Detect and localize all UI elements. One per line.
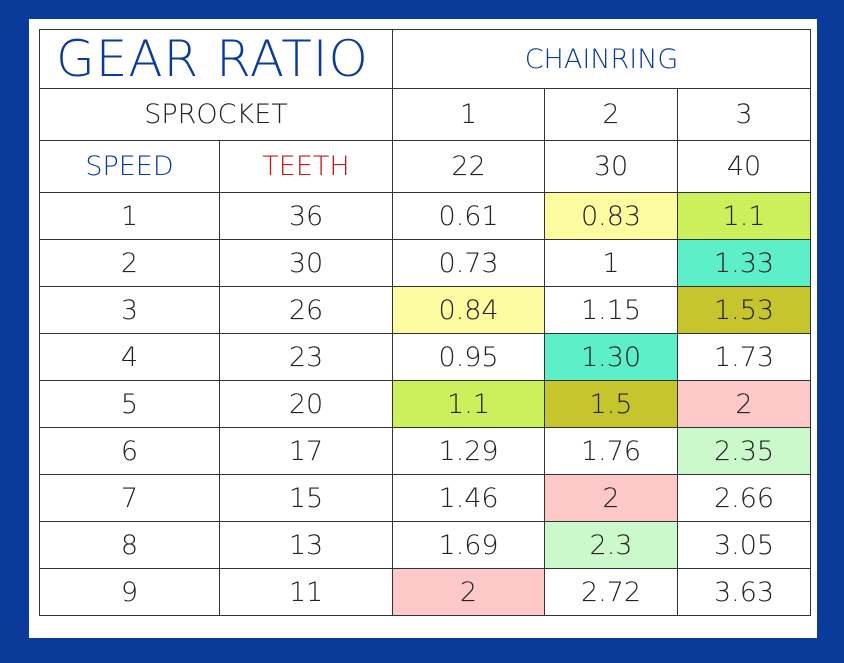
teeth-cell: 15: [218, 474, 394, 522]
ratio-cell: 0.73: [392, 239, 546, 287]
ratio-cell: 0.95: [392, 333, 546, 381]
ratio-cell: 1.69: [392, 521, 546, 569]
table-row: 2 30 0.73 1 1.33: [39, 239, 812, 287]
chainring-number-1: 1: [392, 88, 546, 141]
ratio-cell: 2: [544, 474, 679, 522]
chainring-number-2: 2: [544, 88, 679, 141]
ratio-cell: 2.66: [677, 474, 812, 522]
ratio-cell: 2: [392, 568, 546, 616]
column-header-row: SPEED TEETH 22 30 40: [39, 140, 812, 193]
speed-cell: 7: [39, 474, 220, 522]
table-row: 6 17 1.29 1.76 2.35: [39, 427, 812, 475]
chainring-number-3: 3: [677, 88, 812, 141]
teeth-cell: 17: [218, 427, 394, 475]
ratio-cell: 1.15: [544, 286, 679, 334]
ratio-cell: 1.5: [544, 380, 679, 428]
speed-cell: 3: [39, 286, 220, 334]
ratio-cell: 1.1: [677, 192, 812, 240]
speed-header: SPEED: [39, 140, 220, 193]
speed-cell: 6: [39, 427, 220, 475]
ratio-cell: 0.61: [392, 192, 546, 240]
teeth-cell: 20: [218, 380, 394, 428]
speed-cell: 2: [39, 239, 220, 287]
table-row: 3 26 0.84 1.15 1.53: [39, 286, 812, 334]
gear-ratio-table: GEAR RATIO CHAINRING SPROCKET 1 2 3 SPEE…: [38, 29, 812, 616]
teeth-header: TEETH: [218, 140, 394, 193]
ratio-cell: 2.3: [544, 521, 679, 569]
speed-cell: 8: [39, 521, 220, 569]
ratio-cell: 1.53: [677, 286, 812, 334]
sprocket-header: SPROCKET: [38, 88, 394, 141]
chainring-teeth-1: 22: [392, 140, 546, 193]
chainring-number-row: SPROCKET 1 2 3: [38, 88, 812, 141]
ratio-cell: 3.05: [677, 521, 812, 569]
teeth-cell: 36: [218, 192, 394, 240]
ratio-cell: 1.73: [677, 333, 812, 381]
ratio-cell: 0.84: [392, 286, 546, 334]
table-row: 9 11 2 2.72 3.63: [39, 568, 812, 616]
teeth-cell: 11: [218, 568, 394, 616]
table-row: 1 36 0.61 0.83 1.1: [39, 192, 812, 240]
speed-cell: 1: [39, 192, 220, 240]
ratio-cell: 2: [677, 380, 812, 428]
teeth-cell: 13: [218, 521, 394, 569]
ratio-cell: 2.35: [677, 427, 812, 475]
ratio-cell: 1.29: [392, 427, 546, 475]
speed-cell: 5: [39, 380, 220, 428]
table-row: 7 15 1.46 2 2.66: [39, 474, 812, 522]
speed-cell: 4: [39, 333, 220, 381]
teeth-cell: 26: [218, 286, 394, 334]
teeth-cell: 30: [218, 239, 394, 287]
ratio-cell: 3.63: [677, 568, 812, 616]
title-row: GEAR RATIO CHAINRING: [38, 29, 812, 89]
ratio-cell: 0.83: [544, 192, 679, 240]
chainring-teeth-3: 40: [677, 140, 812, 193]
teeth-cell: 23: [218, 333, 394, 381]
chainring-teeth-2: 30: [544, 140, 679, 193]
table-row: 8 13 1.69 2.3 3.05: [39, 521, 812, 569]
ratio-cell: 1: [544, 239, 679, 287]
table-title: GEAR RATIO: [38, 29, 394, 89]
speed-cell: 9: [39, 568, 220, 616]
ratio-cell: 2.72: [544, 568, 679, 616]
ratio-cell: 1.30: [544, 333, 679, 381]
ratio-cell: 1.1: [392, 380, 546, 428]
gear-ratio-card: GEAR RATIO CHAINRING SPROCKET 1 2 3 SPEE…: [29, 19, 817, 638]
ratio-cell: 1.46: [392, 474, 546, 522]
chainring-header: CHAINRING: [392, 29, 812, 89]
ratio-cell: 1.76: [544, 427, 679, 475]
ratio-cell: 1.33: [677, 239, 812, 287]
table-row: 4 23 0.95 1.30 1.73: [39, 333, 812, 381]
table-row: 5 20 1.1 1.5 2: [39, 380, 812, 428]
